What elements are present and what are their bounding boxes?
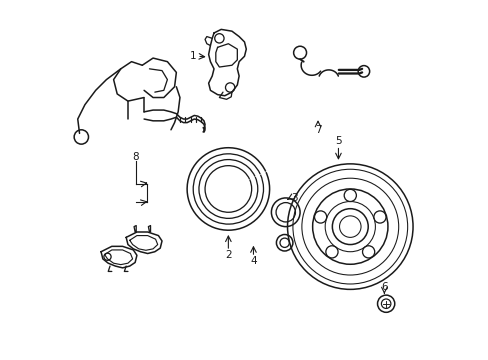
Text: 7: 7 <box>314 125 321 135</box>
Text: 4: 4 <box>250 256 256 266</box>
Text: 3: 3 <box>290 193 297 203</box>
Text: 5: 5 <box>334 136 341 146</box>
Text: 8: 8 <box>132 152 139 162</box>
Text: 1: 1 <box>190 51 197 61</box>
Text: 2: 2 <box>224 250 231 260</box>
Text: 6: 6 <box>380 282 387 292</box>
